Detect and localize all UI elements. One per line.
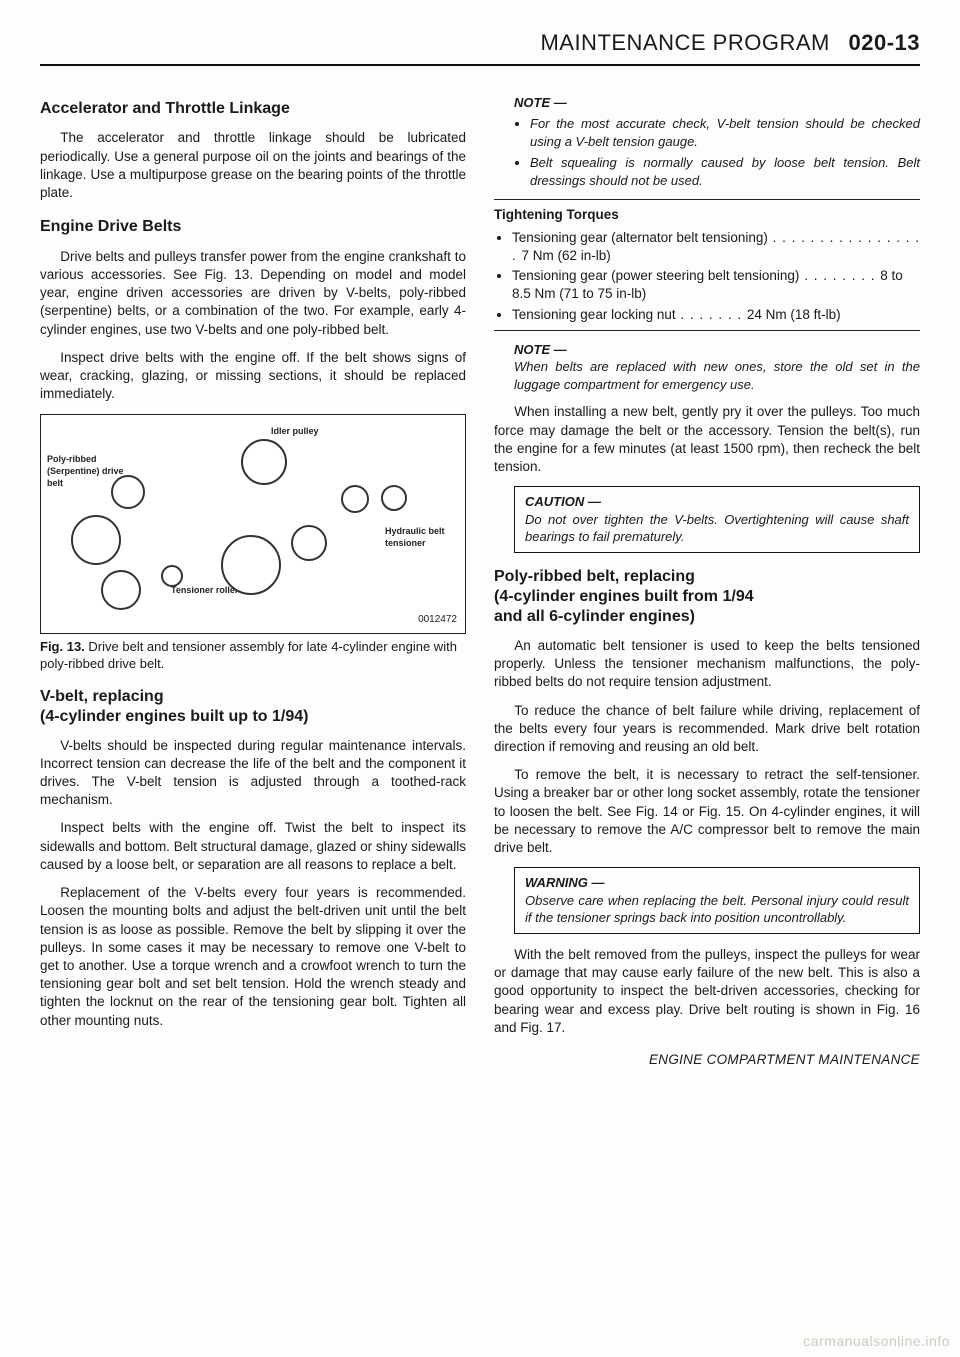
torque1-label: Tensioning gear (alternator belt tension… (512, 230, 768, 245)
figure-13-caption: Fig. 13. Drive belt and tensioner assemb… (40, 638, 466, 673)
header-title: MAINTENANCE PROGRAM (540, 30, 829, 55)
drive-belts-p1: Drive belts and pulleys transfer power f… (40, 248, 466, 339)
torque-item-3: Tensioning gear locking nut . . . . . . … (512, 306, 920, 324)
right-column: NOTE — For the most accurate check, V-be… (494, 84, 920, 1070)
pulley-icon (101, 570, 141, 610)
accelerator-paragraph: The accelerator and throttle linkage sho… (40, 129, 466, 202)
warning-box: WARNING — Observe care when replacing th… (514, 867, 920, 934)
vbelt-p2: Inspect belts with the engine off. Twist… (40, 819, 466, 874)
warning-text: Observe care when replacing the belt. Pe… (525, 892, 909, 927)
pulley-icon (111, 475, 145, 509)
poly-title-l1: Poly-ribbed belt, replacing (494, 568, 695, 585)
poly-p2: To reduce the chance of belt failure whi… (494, 702, 920, 757)
section-footer: ENGINE COMPARTMENT MAINTENANCE (494, 1051, 920, 1069)
pulley-icon (71, 515, 121, 565)
note1-item1: For the most accurate check, V-belt tens… (530, 115, 920, 150)
caution-text: Do not over tighten the V-belts. Overtig… (525, 511, 909, 546)
section-polyribbed-title: Poly-ribbed belt, replacing (4-cylinder … (494, 567, 920, 627)
figure-number: 0012472 (418, 613, 457, 627)
poly-p4: With the belt removed from the pulleys, … (494, 946, 920, 1037)
section-vbelt-title: V-belt, replacing (4-cylinder engines bu… (40, 687, 466, 727)
torque-list: Tensioning gear (alternator belt tension… (512, 229, 920, 324)
manual-page: MAINTENANCE PROGRAM 020-13 Accelerator a… (0, 0, 960, 1357)
section-drive-belts-title: Engine Drive Belts (40, 216, 466, 238)
note-head: NOTE — (514, 94, 920, 112)
poly-title-l3: and all 6-cylinder engines) (494, 608, 695, 625)
two-column-layout: Accelerator and Throttle Linkage The acc… (40, 84, 920, 1070)
left-column: Accelerator and Throttle Linkage The acc… (40, 84, 466, 1070)
divider (494, 199, 920, 200)
divider (494, 330, 920, 331)
fig-label-idler: Idler pulley (271, 425, 319, 437)
vbelt-p1: V-belts should be inspected during regul… (40, 737, 466, 810)
note-head: NOTE — (514, 341, 920, 359)
poly-p3: To remove the belt, it is necessary to r… (494, 766, 920, 857)
section-accelerator-title: Accelerator and Throttle Linkage (40, 98, 466, 120)
pulley-icon (341, 485, 369, 513)
note-block-2: NOTE — When belts are replaced with new … (514, 341, 920, 394)
pulley-icon (241, 439, 287, 485)
page-header: MAINTENANCE PROGRAM 020-13 (40, 28, 920, 64)
drive-belts-p2: Inspect drive belts with the engine off.… (40, 349, 466, 404)
caution-head: CAUTION — (525, 493, 909, 511)
pulley-icon (161, 565, 183, 587)
note-block-1: NOTE — For the most accurate check, V-be… (514, 94, 920, 190)
fig-caption-bold: Fig. 13. (40, 639, 85, 654)
vbelt-p3: Replacement of the V-belts every four ye… (40, 884, 466, 1030)
fig-label-roller: Tensioner roller (171, 584, 238, 596)
pulley-icon (291, 525, 327, 561)
pulley-icon (221, 535, 281, 595)
note1-item2: Belt squealing is normally caused by loo… (530, 154, 920, 189)
torque3-value: 24 Nm (18 ft-lb) (747, 307, 841, 322)
caution-box: CAUTION — Do not over tighten the V-belt… (514, 486, 920, 553)
pulley-icon (381, 485, 407, 511)
watermark: carmanualsonline.info (803, 1332, 950, 1351)
fig-label-hydraulic: Hydraulic belt tensioner (385, 525, 455, 549)
header-rule (40, 64, 920, 66)
torque-item-1: Tensioning gear (alternator belt tension… (512, 229, 920, 265)
figure-13-box: Poly-ribbed (Serpentine) drive belt Idle… (40, 414, 466, 634)
vbelt-title-line2: (4-cylinder engines built up to 1/94) (40, 708, 308, 725)
poly-title-l2: (4-cylinder engines built from 1/94 (494, 588, 754, 605)
torque-item-2: Tensioning gear (power steering belt ten… (512, 267, 920, 303)
install-paragraph: When installing a new belt, gently pry i… (494, 403, 920, 476)
vbelt-title-line1: V-belt, replacing (40, 688, 164, 705)
torque2-label: Tensioning gear (power steering belt ten… (512, 268, 799, 283)
torque3-label: Tensioning gear locking nut (512, 307, 676, 322)
poly-p1: An automatic belt tensioner is used to k… (494, 637, 920, 692)
header-page-number: 020-13 (848, 30, 920, 55)
torque1-value: 7 Nm (62 in-lb) (522, 248, 611, 263)
fig-caption-text: Drive belt and tensioner assembly for la… (40, 639, 457, 672)
note2-text: When belts are replaced with new ones, s… (514, 358, 920, 393)
torque-heading: Tightening Torques (494, 206, 920, 224)
warning-head: WARNING — (525, 874, 909, 892)
